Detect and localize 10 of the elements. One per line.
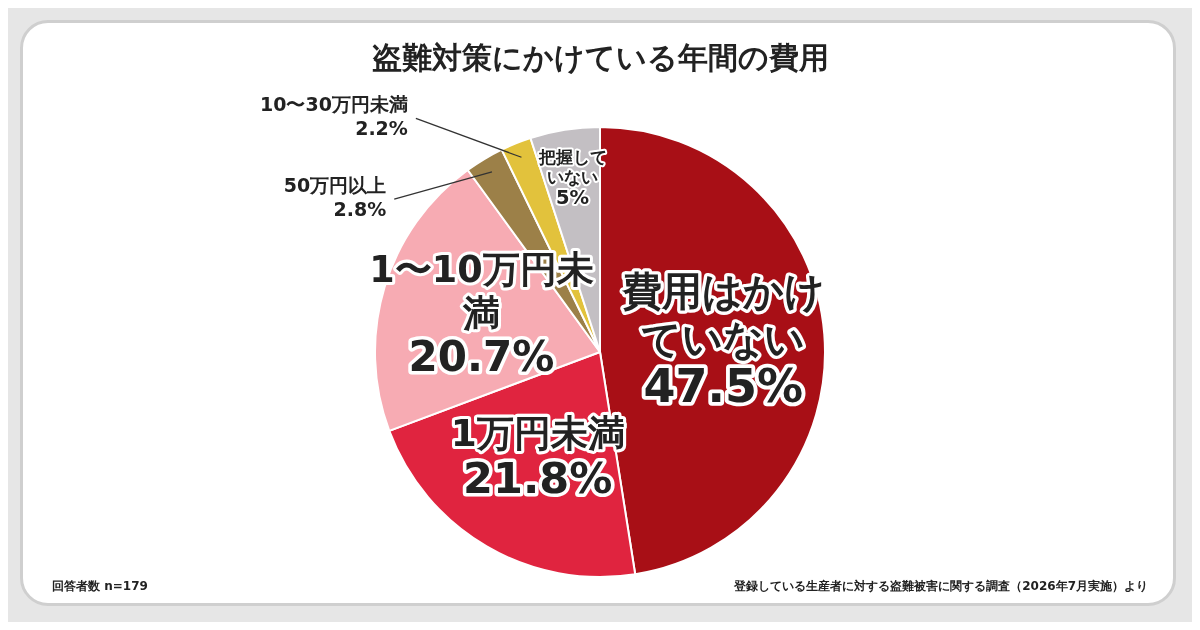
slice-label: 10〜30万円未満: [259, 93, 408, 116]
text: 登録している生産者に対する盗難被害に関する調査（2026年7月実施）より: [734, 578, 1148, 595]
slice-label: 50万円以上: [283, 173, 387, 196]
data-label: 20.7%: [408, 332, 555, 382]
data-label: 21.8%: [463, 452, 613, 503]
data-label: 2.8%: [333, 197, 387, 220]
chart-title: 盗難対策にかけている年間の費用: [370, 39, 830, 77]
data-label: 2.2%: [355, 117, 408, 140]
data-label: 5%: [555, 186, 590, 210]
text: 回答者数 n=179: [52, 578, 148, 595]
